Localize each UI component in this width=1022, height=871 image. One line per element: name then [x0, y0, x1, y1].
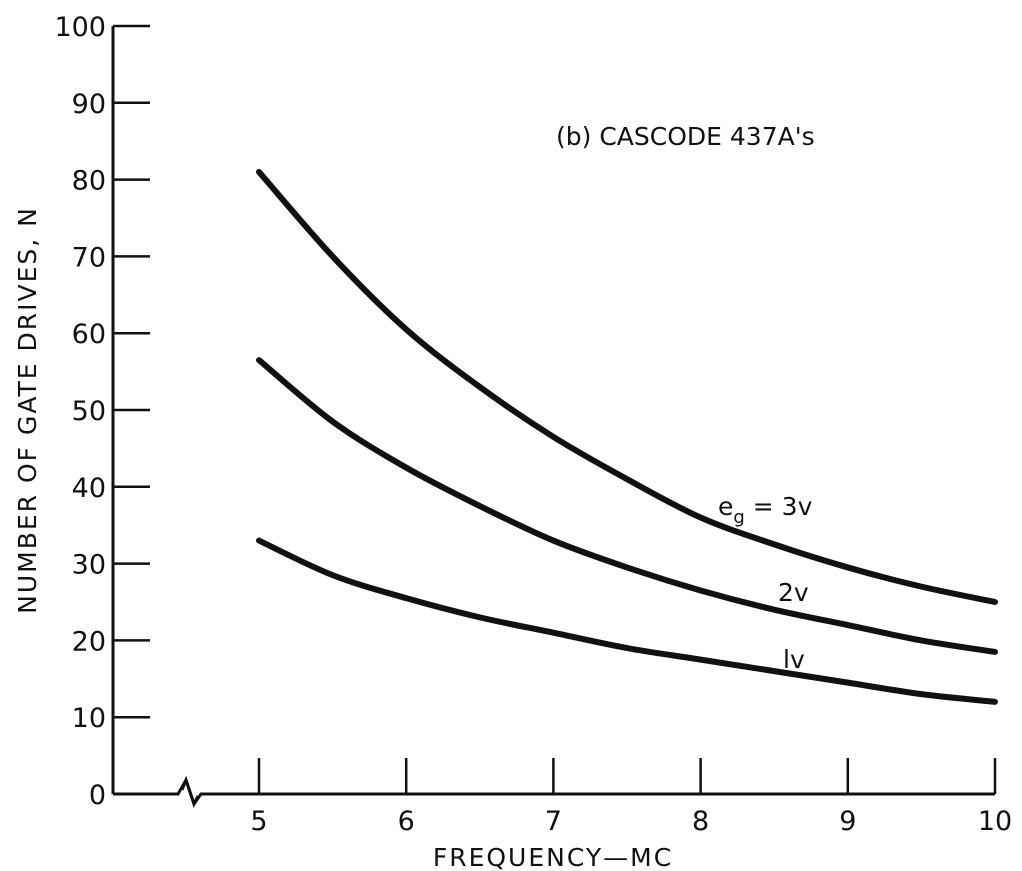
series-line-2 [256, 357, 998, 655]
y-tick-label-80: 80 [72, 166, 106, 197]
series-label-2: 2v [778, 578, 809, 607]
x-tick-label-8: 8 [692, 806, 709, 837]
series-line-3 [256, 537, 998, 705]
y-tick-label-50: 50 [72, 396, 106, 427]
y-axis-title: NUMBER OF GATE DRIVES, N [13, 206, 42, 614]
series-line-1 [256, 168, 998, 605]
axis-break-symbol [180, 775, 200, 808]
y-tick-label-40: 40 [72, 473, 106, 504]
y-tick-label-30: 30 [72, 550, 106, 581]
y-tick-label-90: 90 [72, 89, 106, 120]
x-tick-label-6: 6 [398, 806, 415, 837]
x-tick-label-5: 5 [250, 806, 267, 837]
y-tick-label-60: 60 [72, 319, 106, 350]
series-label-1: eg = 3v [718, 492, 813, 528]
chart-title: (b) CASCODE 437A's [556, 122, 815, 151]
x-tick-label-7: 7 [545, 806, 562, 837]
x-tick-label-9: 9 [839, 806, 856, 837]
labels: eg = 3v 2v lv [718, 492, 813, 674]
ticks: 0 10 20 30 40 50 60 70 80 90 100 5 6 7 8 9 10 [54, 12, 1012, 837]
y-tick-label-70: 70 [72, 242, 106, 273]
y-tick-label-100: 100 [54, 12, 106, 43]
x-axis-title: FREQUENCY—MC [433, 843, 673, 871]
y-tick-label-0: 0 [89, 780, 106, 811]
series-label-3: lv [783, 645, 805, 674]
y-tick-label-20: 20 [72, 626, 106, 657]
curves [256, 168, 998, 705]
y-tick-label-10: 10 [72, 703, 106, 734]
x-tick-label-10: 10 [978, 806, 1012, 837]
